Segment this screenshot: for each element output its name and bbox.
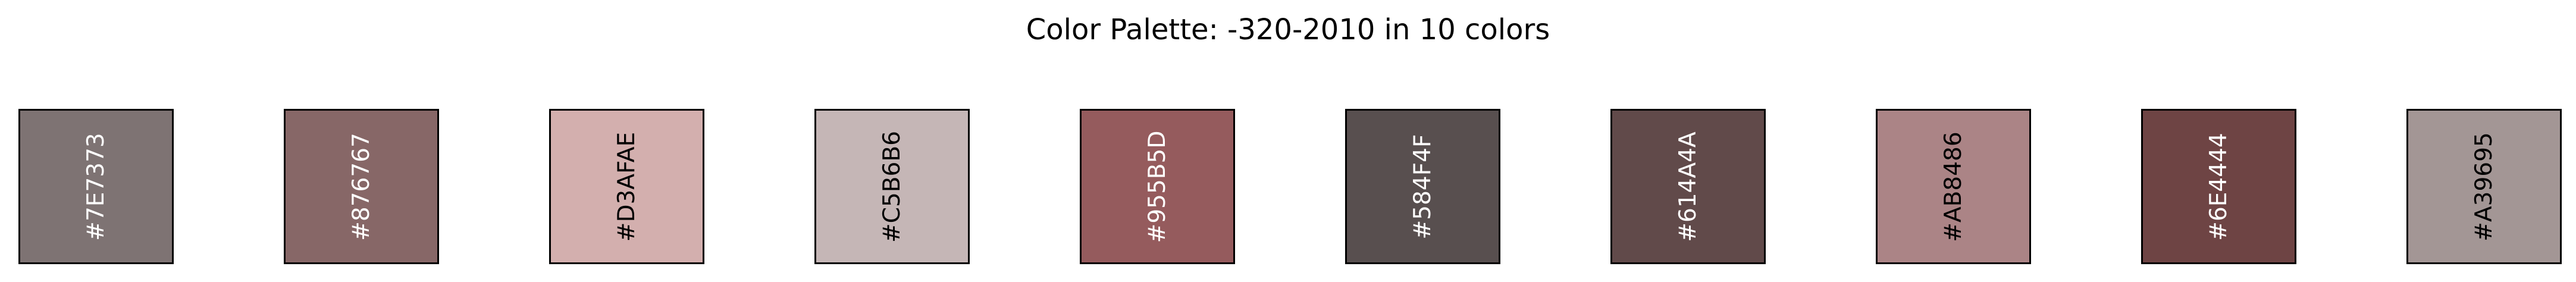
swatch-hex-label: #AB8486 bbox=[1939, 131, 1967, 242]
color-swatch: #6E4444 bbox=[2141, 109, 2296, 264]
swatch-hex-label: #D3AFAE bbox=[613, 131, 640, 242]
color-swatch: #955B5D bbox=[1080, 109, 1235, 264]
color-swatch: #C5B6B6 bbox=[814, 109, 970, 264]
swatch-hex-label: #7E7373 bbox=[82, 132, 109, 241]
swatch-hex-label: #C5B6B6 bbox=[878, 130, 905, 243]
swatch-hex-label: #6E4444 bbox=[2205, 132, 2232, 241]
color-swatch: #876767 bbox=[284, 109, 439, 264]
color-swatch: #AB8486 bbox=[1876, 109, 2031, 264]
color-swatch: #7E7373 bbox=[18, 109, 174, 264]
swatch-hex-label: #876767 bbox=[347, 132, 375, 241]
palette-title: Color Palette: -320-2010 in 10 colors bbox=[1026, 13, 1550, 46]
swatch-hex-label: #614A4A bbox=[1674, 131, 1701, 242]
color-swatch: #614A4A bbox=[1610, 109, 1766, 264]
color-swatch: #D3AFAE bbox=[549, 109, 704, 264]
color-swatch: #A39695 bbox=[2406, 109, 2562, 264]
color-swatch: #584F4F bbox=[1345, 109, 1500, 264]
swatch-hex-label: #584F4F bbox=[1409, 134, 1436, 239]
swatch-hex-label: #A39695 bbox=[2470, 131, 2497, 242]
swatch-hex-label: #955B5D bbox=[1143, 130, 1171, 243]
